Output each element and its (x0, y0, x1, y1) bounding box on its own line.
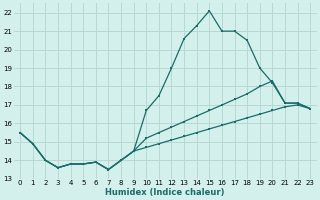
X-axis label: Humidex (Indice chaleur): Humidex (Indice chaleur) (106, 188, 225, 197)
